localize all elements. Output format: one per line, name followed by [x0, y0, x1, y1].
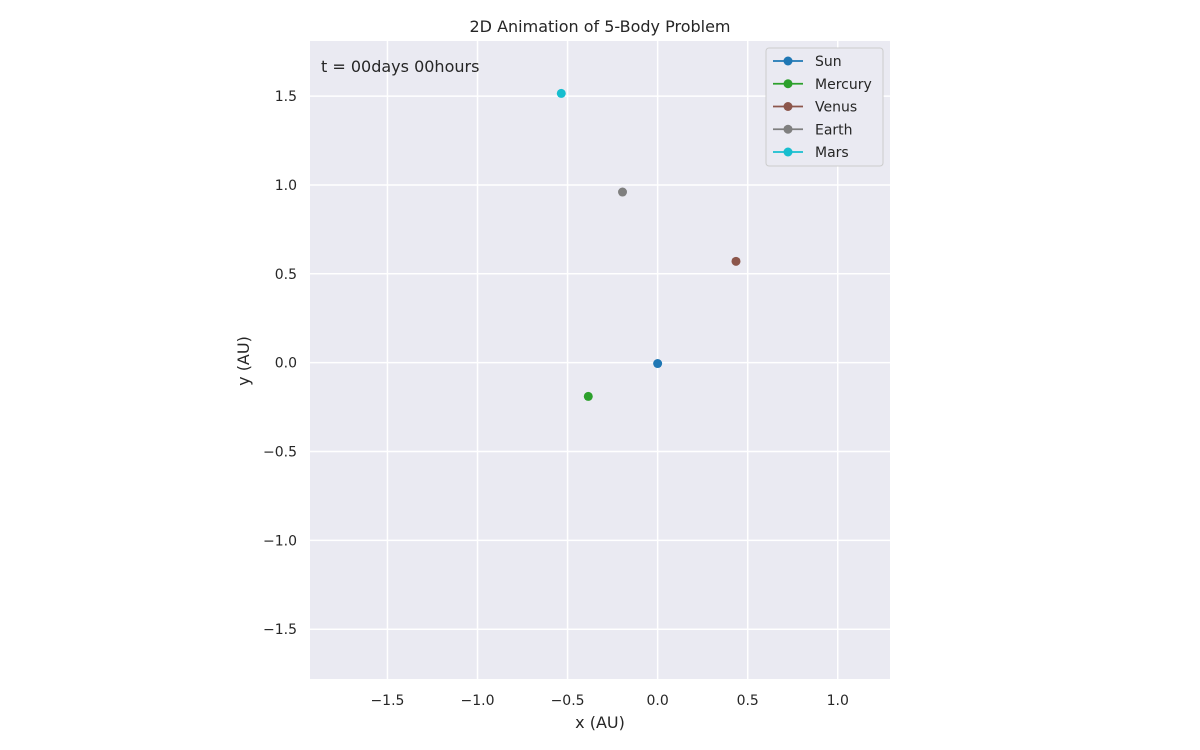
legend-label-mars: Mars: [815, 145, 849, 161]
time-annotation: t = 00days 00hours: [321, 57, 479, 76]
x-axis-label: x (AU): [575, 713, 625, 732]
legend: Sun Mercury Venus Earth Mars: [765, 47, 884, 167]
legend-label-mercury: Mercury: [815, 77, 872, 93]
point-venus: [731, 256, 741, 266]
chart-title: 2D Animation of 5-Body Problem: [469, 17, 730, 36]
y-tick-label: 0.0: [275, 356, 297, 372]
legend-label-venus: Venus: [815, 100, 857, 116]
legend-marker-mercury: [783, 79, 793, 89]
point-earth: [618, 187, 628, 197]
y-tick-labels: −1.5 −1.0 −0.5 0.0 0.5 1.0 1.5: [263, 89, 297, 638]
y-tick-label: −1.0: [263, 533, 297, 549]
legend-marker-venus: [783, 102, 793, 111]
legend-marker-earth: [783, 124, 793, 134]
point-mars: [556, 88, 566, 98]
point-sun: [653, 359, 663, 369]
y-tick-label: 1.5: [275, 89, 297, 105]
x-tick-label: 0.0: [647, 693, 669, 709]
grid: [310, 41, 890, 679]
x-tick-label: −1.5: [370, 693, 404, 709]
y-tick-label: 0.5: [275, 267, 297, 283]
x-tick-label: 0.5: [737, 693, 759, 709]
legend-label-sun: Sun: [815, 54, 842, 70]
legend-box: [765, 47, 884, 167]
y-tick-label: 1.0: [275, 178, 297, 194]
y-tick-label: −0.5: [263, 445, 297, 461]
x-tick-label: 1.0: [827, 693, 849, 709]
y-tick-label: −1.5: [263, 622, 297, 638]
legend-marker-mars: [783, 147, 793, 157]
x-tick-labels: −1.5 −1.0 −0.5 0.0 0.5 1.0: [370, 693, 848, 709]
point-mercury: [583, 391, 593, 401]
x-tick-label: −0.5: [551, 693, 585, 709]
legend-marker-sun: [783, 56, 793, 66]
x-tick-label: −1.0: [461, 693, 495, 709]
legend-label-earth: Earth: [815, 122, 853, 138]
data-points: [556, 88, 741, 401]
y-axis-label: y (AU): [234, 336, 253, 386]
